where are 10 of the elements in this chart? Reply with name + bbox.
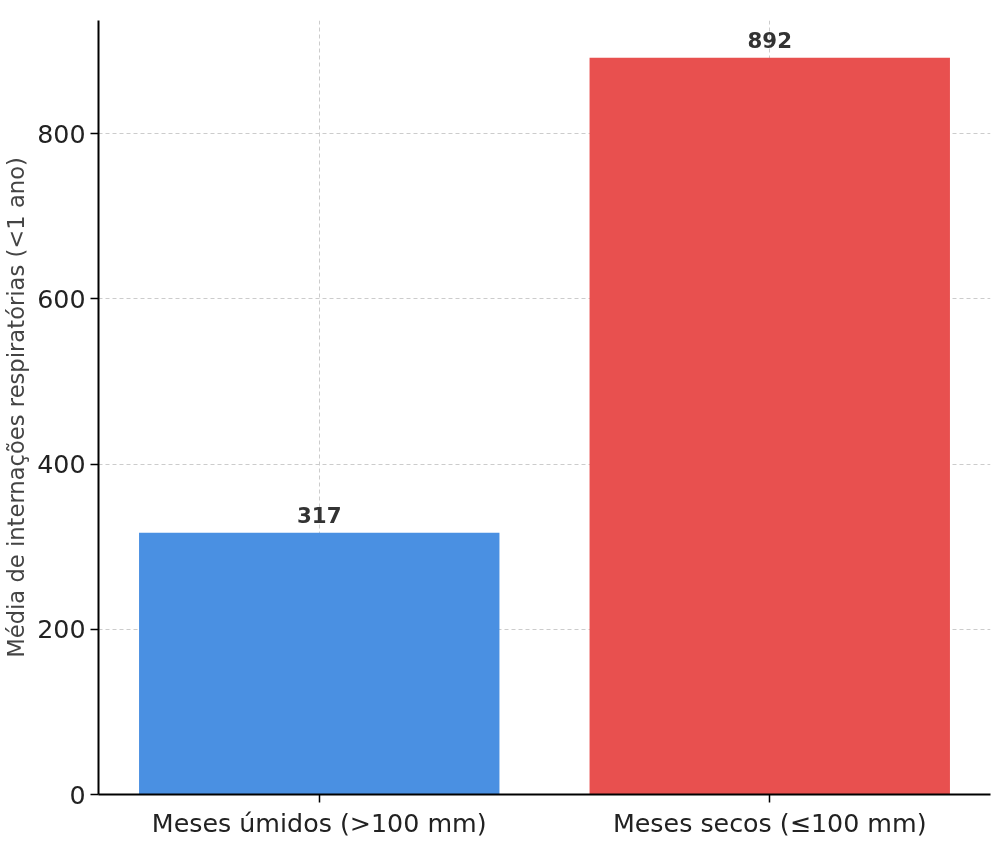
y-tick-label: 200	[37, 614, 86, 645]
y-tick-label: 600	[37, 283, 86, 314]
x-tick-label: Meses secos (≤100 mm)	[612, 807, 927, 838]
y-tick-label: 0	[69, 779, 86, 810]
x-tick-label: Meses úmidos (>100 mm)	[151, 807, 487, 838]
y-tick-label: 800	[37, 118, 86, 149]
y-tick-label: 400	[37, 449, 86, 480]
data-label: 892	[747, 27, 793, 53]
y-axis-title: Média de internações respiratórias (<1 ano)	[3, 157, 30, 658]
data-label: 317	[296, 502, 342, 528]
